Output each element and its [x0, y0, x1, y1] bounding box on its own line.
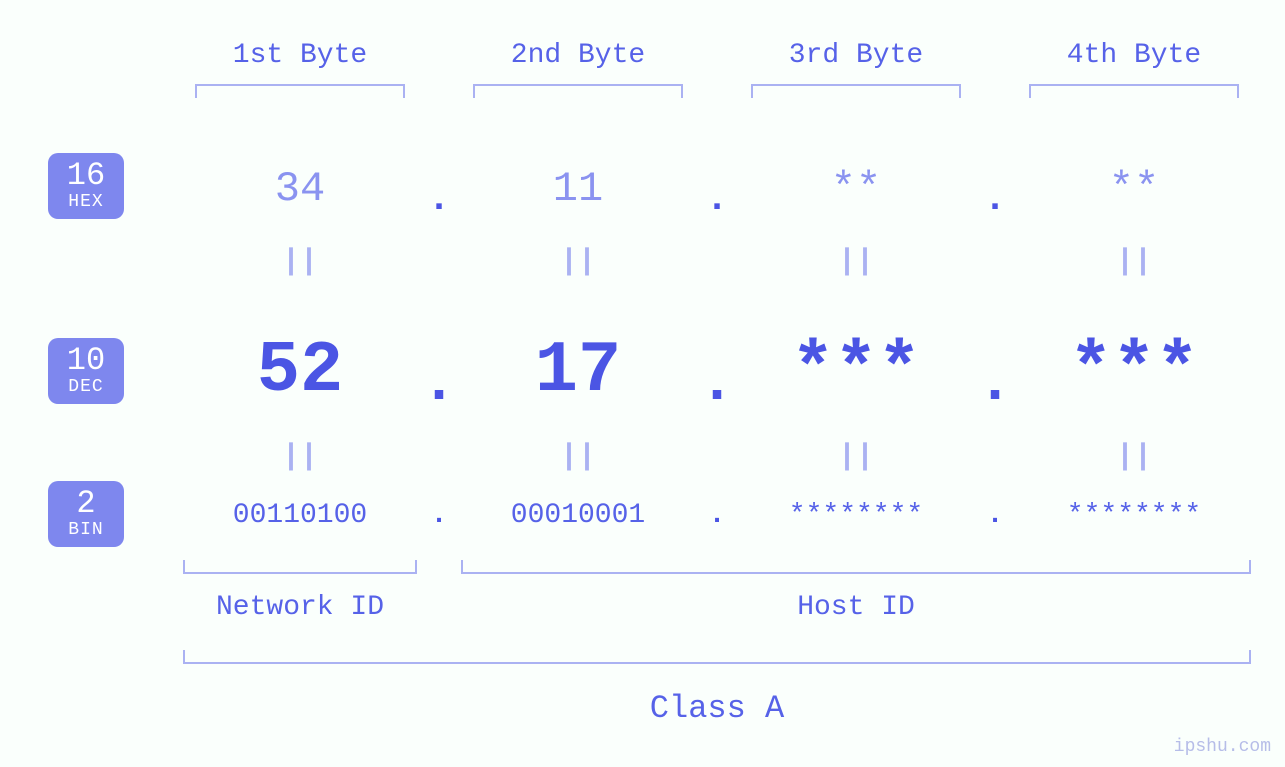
top-bracket-3	[751, 84, 961, 98]
top-bracket-1	[195, 84, 405, 98]
bin-dot-1: .	[424, 500, 454, 531]
hex-base-number: 16	[48, 159, 124, 193]
dec-badge: 10 DEC	[48, 338, 124, 404]
hex-base-label: HEX	[48, 193, 124, 212]
hex-byte-1: 34	[195, 165, 405, 213]
dec-byte-4: ***	[1029, 330, 1239, 412]
dec-byte-2: 17	[473, 330, 683, 412]
byte-label-1: 1st Byte	[195, 40, 405, 71]
eq-hex-dec-3: ||	[751, 245, 961, 279]
class-label: Class A	[183, 690, 1251, 727]
byte-label-2: 2nd Byte	[473, 40, 683, 71]
eq-dec-bin-1: ||	[195, 440, 405, 474]
bin-base-number: 2	[48, 487, 124, 521]
dec-dot-1: .	[409, 350, 469, 418]
host-id-label: Host ID	[461, 592, 1251, 623]
bin-byte-4: ********	[1004, 500, 1264, 531]
hex-dot-2: .	[697, 178, 737, 221]
dec-base-label: DEC	[48, 378, 124, 397]
hex-dot-1: .	[419, 178, 459, 221]
dec-dot-3: .	[965, 350, 1025, 418]
hex-byte-2: 11	[473, 165, 683, 213]
bin-byte-2: 00010001	[448, 500, 708, 531]
top-bracket-2	[473, 84, 683, 98]
network-id-label: Network ID	[183, 592, 417, 623]
eq-hex-dec-4: ||	[1029, 245, 1239, 279]
eq-dec-bin-4: ||	[1029, 440, 1239, 474]
bin-dot-3: .	[980, 500, 1010, 531]
bin-byte-1: 00110100	[170, 500, 430, 531]
hex-byte-4: **	[1029, 165, 1239, 213]
hex-byte-3: **	[751, 165, 961, 213]
ip-diagram: 1st Byte 2nd Byte 3rd Byte 4th Byte 16 H…	[0, 0, 1285, 767]
byte-label-4: 4th Byte	[1029, 40, 1239, 71]
byte-label-3: 3rd Byte	[751, 40, 961, 71]
dec-byte-1: 52	[195, 330, 405, 412]
bin-badge: 2 BIN	[48, 481, 124, 547]
hex-badge: 16 HEX	[48, 153, 124, 219]
top-bracket-4	[1029, 84, 1239, 98]
watermark: ipshu.com	[1174, 737, 1271, 757]
bin-dot-2: .	[702, 500, 732, 531]
network-bracket	[183, 560, 417, 574]
dec-byte-3: ***	[751, 330, 961, 412]
eq-hex-dec-2: ||	[473, 245, 683, 279]
eq-hex-dec-1: ||	[195, 245, 405, 279]
eq-dec-bin-3: ||	[751, 440, 961, 474]
bin-base-label: BIN	[48, 521, 124, 540]
dec-dot-2: .	[687, 350, 747, 418]
eq-dec-bin-2: ||	[473, 440, 683, 474]
host-bracket	[461, 560, 1251, 574]
class-bracket	[183, 650, 1251, 664]
dec-base-number: 10	[48, 344, 124, 378]
hex-dot-3: .	[975, 178, 1015, 221]
bin-byte-3: ********	[726, 500, 986, 531]
